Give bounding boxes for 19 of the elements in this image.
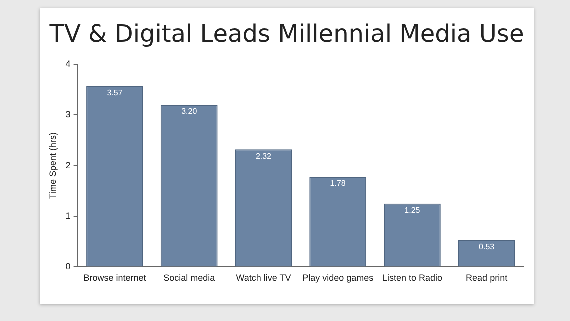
x-tick-label: Read print: [466, 273, 508, 284]
y-tick-label: 1: [66, 210, 71, 221]
data-label: 1.25: [404, 206, 421, 216]
chart-title: TV & Digital Leads Millennial Media Use: [48, 20, 526, 48]
y-tick-label: 3: [66, 110, 71, 120]
data-label: 0.53: [479, 242, 496, 252]
x-tick-label: Social media: [164, 273, 216, 284]
data-label: 1.78: [330, 179, 346, 188]
y-tick-label: 2: [66, 160, 71, 170]
x-tick-label: Listen to Radio: [382, 273, 442, 284]
data-label: 2.32: [256, 152, 272, 161]
y-axis-title: Time Spent (hrs): [48, 132, 58, 200]
data-label: 3.57: [107, 88, 124, 98]
x-tick-label: Browse internet: [84, 273, 147, 284]
x-tick-label: Play video games: [302, 273, 374, 284]
y-tick-label: 0: [66, 262, 71, 272]
x-tick-label: Watch live TV: [236, 273, 292, 284]
y-tick-label: 4: [66, 58, 71, 69]
data-label: 3.20: [182, 107, 198, 116]
